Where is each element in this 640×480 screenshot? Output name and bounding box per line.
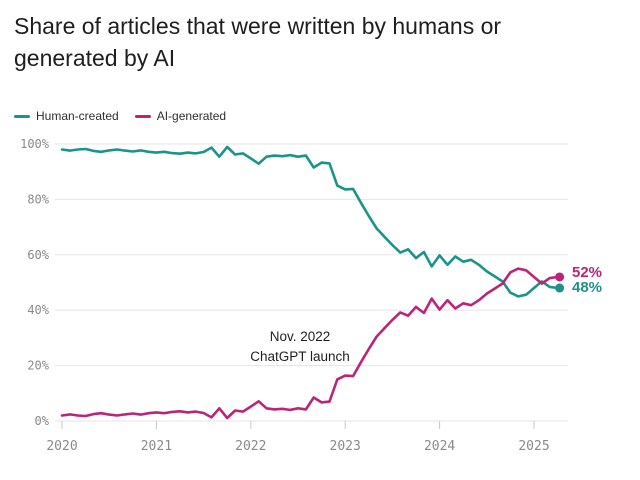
ai-end-value-label: 52% — [572, 264, 603, 281]
legend-item-human: Human-created — [14, 109, 119, 123]
ai-generated-end-dot — [555, 272, 565, 282]
legend-item-ai: AI-generated — [134, 109, 227, 123]
x-axis-tick-label: 2022 — [235, 439, 266, 454]
y-axis-tick-label: 0% — [35, 414, 50, 428]
human-created-end-dot — [555, 283, 565, 293]
annotation-line-2: ChatGPT launch — [250, 349, 350, 364]
annotation-line-1: Nov. 2022 — [269, 329, 331, 344]
x-axis-tick-label: 2025 — [518, 439, 549, 454]
human-end-value-label: 48% — [572, 279, 603, 296]
x-axis-tick-label: 2023 — [330, 439, 361, 454]
chart-title: Share of articles that were written by h… — [14, 10, 614, 74]
y-axis-tick-label: 100% — [20, 137, 50, 151]
legend-label-ai: AI-generated — [156, 109, 227, 123]
human-created-line — [60, 145, 559, 298]
y-axis-tick-label: 20% — [27, 359, 49, 373]
ai-generated-line — [60, 267, 559, 420]
y-axis-tick-label: 80% — [27, 192, 49, 206]
y-axis-tick-label: 40% — [27, 303, 49, 317]
chart-title-line-1: Share of articles that were written by h… — [14, 13, 502, 39]
legend-label-human: Human-created — [36, 109, 119, 123]
x-axis-tick-label: 2024 — [424, 439, 455, 454]
y-axis-tick-label: 60% — [27, 248, 49, 262]
legend-swatch-human — [14, 114, 30, 118]
chart-title-line-2: generated by AI — [14, 45, 176, 71]
x-axis-tick-label: 2021 — [141, 439, 172, 454]
legend-swatch-ai — [134, 114, 151, 118]
legend: Human-created AI-generated — [14, 109, 226, 123]
chatgpt-launch-annotation: Nov. 2022 ChatGPT launch — [227, 327, 373, 367]
x-axis-tick-label: 2020 — [46, 439, 77, 454]
